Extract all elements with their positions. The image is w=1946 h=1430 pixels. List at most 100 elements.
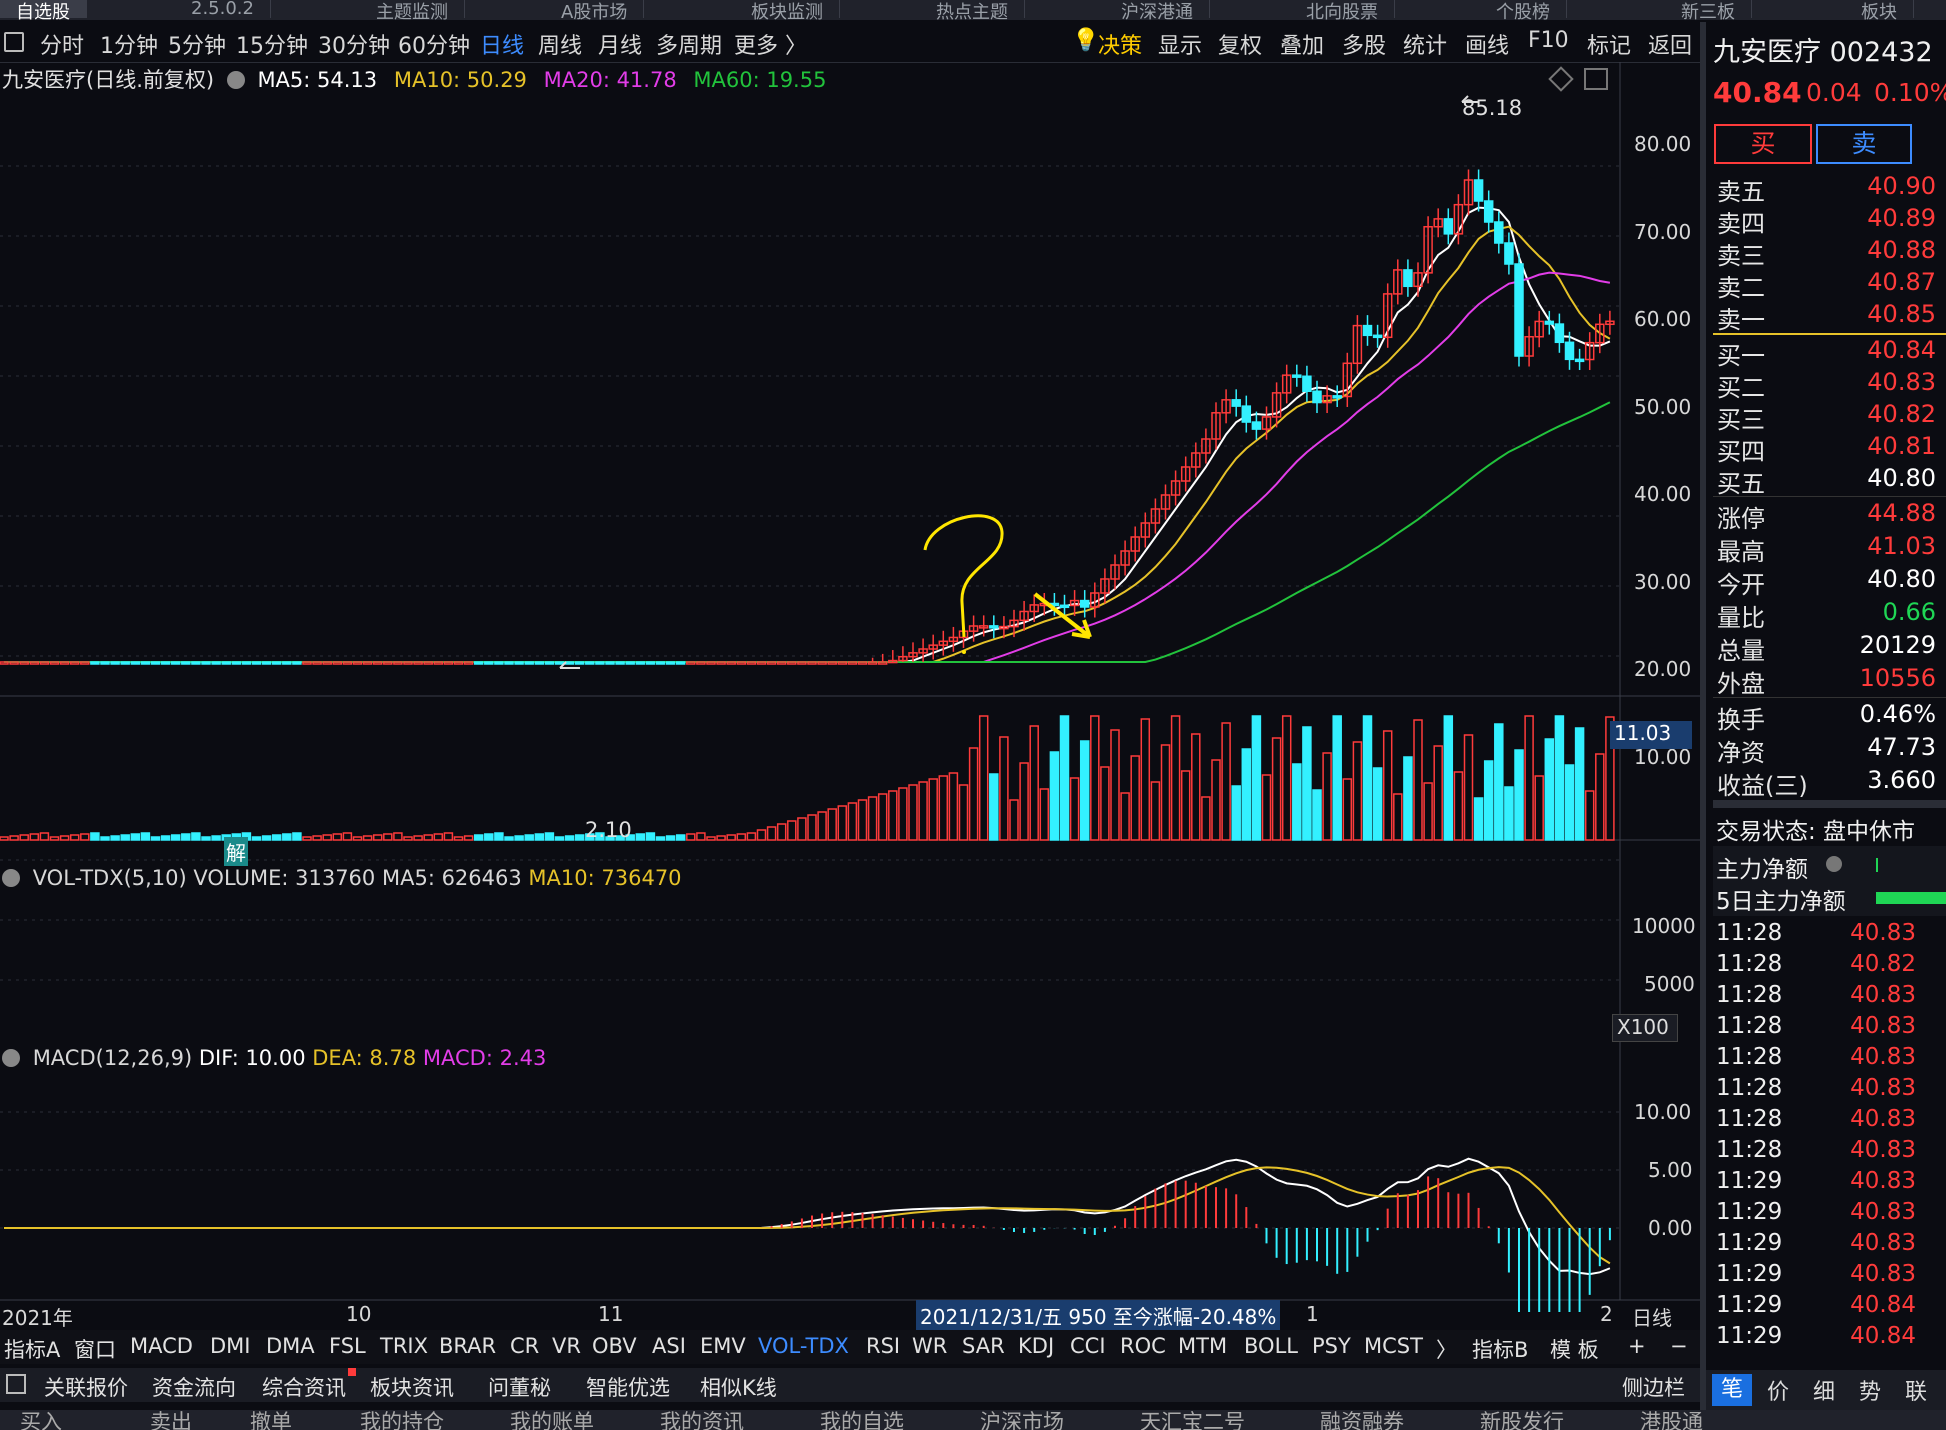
ind-vol-tdx[interactable]: VOL-TDX xyxy=(758,1334,849,1358)
footer-info[interactable]: 我的资讯 xyxy=(660,1410,744,1430)
ind-template[interactable]: 模 板 xyxy=(1550,1338,1599,1362)
layout-icon[interactable] xyxy=(4,32,24,52)
ind-kdj[interactable]: KDJ xyxy=(1018,1334,1055,1358)
top-tab-2[interactable]: 主题监测 xyxy=(360,0,465,23)
footer-sell[interactable]: 卖出 xyxy=(150,1410,192,1430)
period-daily[interactable]: 日线 xyxy=(480,34,525,59)
kline-chart[interactable] xyxy=(0,62,1700,1312)
draw-button[interactable]: 画线 xyxy=(1465,34,1510,59)
period-weekly[interactable]: 周线 xyxy=(538,34,583,59)
ind-a[interactable]: 指标A xyxy=(4,1338,61,1362)
info-ask-secretary[interactable]: 问董秘 xyxy=(488,1376,551,1400)
info-fund-flow[interactable]: 资金流向 xyxy=(152,1376,236,1400)
display-button[interactable]: 显示 xyxy=(1158,34,1203,59)
ind-trix[interactable]: TRIX xyxy=(380,1334,428,1358)
top-tab-3[interactable]: A股市场 xyxy=(545,0,645,23)
info-news[interactable]: 综合资讯 xyxy=(262,1376,346,1400)
footer-holdings[interactable]: 我的持仓 xyxy=(360,1410,444,1430)
top-tab-10[interactable]: 板块 xyxy=(1845,0,1914,23)
footer-bill[interactable]: 我的账单 xyxy=(510,1410,594,1430)
ind-sar[interactable]: SAR xyxy=(962,1334,1005,1358)
mark-button[interactable]: 标记 xyxy=(1587,34,1632,59)
ind-cci[interactable]: CCI xyxy=(1070,1334,1106,1358)
period-more[interactable]: 更多 〉 xyxy=(734,34,807,59)
f10-button[interactable]: F10 xyxy=(1528,28,1569,53)
stats-button[interactable]: 统计 xyxy=(1403,34,1448,59)
ind-wr[interactable]: WR xyxy=(912,1334,948,1358)
period-multi[interactable]: 多周期 xyxy=(656,34,723,59)
info-sector-news[interactable]: 板块资讯 xyxy=(370,1376,454,1400)
sell-button[interactable]: 卖 xyxy=(1816,124,1912,164)
top-tab-7[interactable]: 北向股票 xyxy=(1290,0,1395,23)
sidebar-toggle[interactable]: 侧边栏 xyxy=(1622,1376,1685,1400)
chevron-down-icon[interactable] xyxy=(226,71,245,89)
top-tab-0[interactable]: 自选股 xyxy=(0,0,87,23)
back-button[interactable]: 返回 xyxy=(1648,34,1693,59)
ind-rsi[interactable]: RSI xyxy=(866,1334,901,1358)
ind-brar[interactable]: BRAR xyxy=(439,1334,497,1358)
ind-boll[interactable]: BOLL xyxy=(1244,1334,1298,1358)
ind-b[interactable]: 指标B xyxy=(1472,1338,1529,1362)
top-tab-4[interactable]: 板块监测 xyxy=(735,0,840,23)
ind-more[interactable]: 〉 xyxy=(1436,1338,1457,1362)
unlock-badge[interactable]: 解 xyxy=(224,837,248,866)
footer-fund[interactable]: 天汇宝二号 xyxy=(1140,1410,1245,1430)
panel-icon[interactable] xyxy=(6,1374,26,1394)
ind-dmi[interactable]: DMI xyxy=(210,1334,251,1358)
footer-hk[interactable]: 港股通 xyxy=(1640,1410,1703,1430)
ind-mtm[interactable]: MTM xyxy=(1178,1334,1228,1358)
top-tab-5[interactable]: 热点主题 xyxy=(920,0,1025,23)
ind-vr[interactable]: VR xyxy=(552,1334,581,1358)
footer-watchlist[interactable]: 我的自选 xyxy=(820,1410,904,1430)
chevron-down-icon[interactable] xyxy=(2,869,20,887)
ind-plus[interactable]: + xyxy=(1628,1334,1646,1358)
window-icon[interactable] xyxy=(1584,68,1608,90)
tab-trend[interactable]: 势 xyxy=(1858,1380,1881,1405)
ind-psy[interactable]: PSY xyxy=(1312,1334,1351,1358)
info-smart-pick[interactable]: 智能优选 xyxy=(586,1376,670,1400)
ind-roc[interactable]: ROC xyxy=(1120,1334,1166,1358)
info-icon[interactable] xyxy=(1826,856,1842,872)
ind-minus[interactable]: − xyxy=(1670,1334,1688,1358)
period-1min[interactable]: 1分钟 xyxy=(100,34,158,59)
ind-emv[interactable]: EMV xyxy=(700,1334,746,1358)
ind-obv[interactable]: OBV xyxy=(592,1334,637,1358)
ind-asi[interactable]: ASI xyxy=(652,1334,686,1358)
period-5min[interactable]: 5分钟 xyxy=(168,34,226,59)
tab-detail[interactable]: 细 xyxy=(1812,1380,1835,1405)
ind-mcst[interactable]: MCST xyxy=(1364,1334,1423,1358)
macd-dea: DEA: 8.78 xyxy=(312,1046,417,1070)
volume-bar xyxy=(1595,753,1605,841)
top-tab-8[interactable]: 个股榜 xyxy=(1480,0,1567,23)
top-tab-6[interactable]: 沪深港通 xyxy=(1105,0,1210,23)
overlay-button[interactable]: 叠加 xyxy=(1280,34,1325,59)
period-monthly[interactable]: 月线 xyxy=(598,34,643,59)
ind-window[interactable]: 窗口 xyxy=(74,1338,116,1362)
period-15min[interactable]: 15分钟 xyxy=(236,34,308,59)
top-tab-1[interactable]: 2.5.0.2 xyxy=(175,0,271,19)
multi-stock-button[interactable]: 多股 xyxy=(1342,34,1387,59)
footer-margin[interactable]: 融资融券 xyxy=(1320,1410,1404,1430)
tab-price[interactable]: 价 xyxy=(1766,1380,1789,1405)
info-related-quote[interactable]: 关联报价 xyxy=(44,1376,128,1400)
footer-market[interactable]: 沪深市场 xyxy=(980,1410,1064,1430)
footer-buy[interactable]: 买入 xyxy=(20,1410,62,1430)
tab-trades[interactable]: 笔 xyxy=(1712,1374,1752,1406)
period-fenshi[interactable]: 分时 xyxy=(40,34,85,59)
period-60min[interactable]: 60分钟 xyxy=(398,34,470,59)
info-similar-k[interactable]: 相似K线 xyxy=(700,1376,777,1400)
ma10-line xyxy=(4,225,1611,663)
footer-cancel[interactable]: 撤单 xyxy=(250,1410,292,1430)
chevron-down-icon[interactable] xyxy=(2,1049,20,1067)
adjust-button[interactable]: 复权 xyxy=(1218,34,1263,59)
ind-fsl[interactable]: FSL xyxy=(329,1334,366,1358)
top-tab-9[interactable]: 新三板 xyxy=(1665,0,1752,23)
footer-ipo[interactable]: 新股发行 xyxy=(1480,1410,1564,1430)
decision-button[interactable]: 决策 xyxy=(1098,34,1143,59)
ind-cr[interactable]: CR xyxy=(510,1334,540,1358)
ind-dma[interactable]: DMA xyxy=(266,1334,315,1358)
ind-macd[interactable]: MACD xyxy=(130,1334,193,1358)
buy-button[interactable]: 买 xyxy=(1714,124,1812,164)
tab-link[interactable]: 联 xyxy=(1904,1380,1927,1405)
period-30min[interactable]: 30分钟 xyxy=(318,34,390,59)
